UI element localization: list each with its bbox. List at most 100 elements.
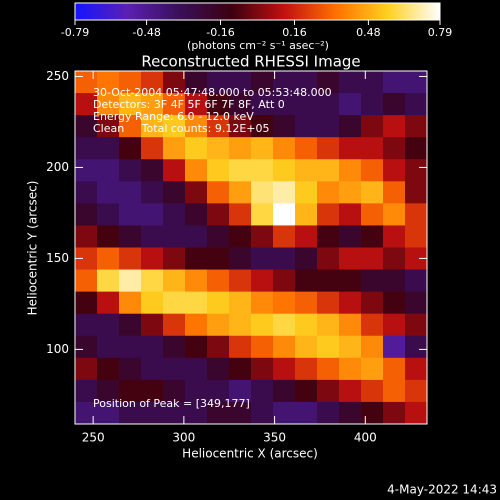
heatmap-cell xyxy=(295,269,318,293)
heatmap-cell xyxy=(361,115,384,138)
heatmap-cell xyxy=(405,71,428,94)
heatmap-cell xyxy=(405,357,428,381)
heatmap-cell xyxy=(383,247,406,271)
heatmap-cell xyxy=(119,401,142,425)
heatmap-cell xyxy=(273,71,296,94)
heatmap-cell xyxy=(339,335,362,359)
heatmap-cell xyxy=(317,247,340,271)
heatmap-cell xyxy=(207,313,230,337)
heatmap-cell xyxy=(163,401,186,425)
heatmap-cell xyxy=(119,335,142,359)
heatmap-cell xyxy=(251,181,274,204)
heatmap-cell xyxy=(75,379,98,403)
y-tick-label: 200 xyxy=(46,160,69,174)
heatmap-cell xyxy=(185,181,208,204)
heatmap-cell xyxy=(229,115,252,138)
heatmap-cell xyxy=(317,313,340,337)
heatmap-cell xyxy=(317,357,340,381)
heatmap-cell xyxy=(361,203,384,226)
heatmap-cell xyxy=(185,357,208,381)
heatmap-cell xyxy=(163,291,186,315)
heatmap-cell xyxy=(75,159,98,182)
colorbar-tick-label: -0.48 xyxy=(132,26,160,39)
x-tick-label: 300 xyxy=(172,431,195,445)
heatmap-cell xyxy=(273,225,296,248)
heatmap-cell xyxy=(383,379,406,403)
heatmap-cell xyxy=(207,181,230,204)
heatmap-cell xyxy=(185,313,208,337)
heatmap-cell xyxy=(273,313,296,337)
heatmap-cell xyxy=(75,203,98,226)
heatmap-cell xyxy=(119,313,142,337)
heatmap-cell xyxy=(295,313,318,337)
heatmap-cell xyxy=(295,379,318,403)
heatmap-cell xyxy=(185,225,208,248)
heatmap-cell xyxy=(75,93,98,116)
heatmap-cell xyxy=(383,71,406,94)
heatmap-cell xyxy=(229,313,252,337)
heatmap-cell xyxy=(273,269,296,293)
heatmap-cell xyxy=(119,247,142,271)
heatmap-cell xyxy=(339,313,362,337)
heatmap-cell xyxy=(75,247,98,271)
colorbar-tick-label: 0.16 xyxy=(282,26,307,39)
heatmap-cell xyxy=(405,159,428,182)
y-tick-label: 150 xyxy=(46,251,69,265)
heatmap-cell xyxy=(163,379,186,403)
heatmap-cell xyxy=(229,159,252,182)
heatmap-cell xyxy=(295,71,318,94)
heatmap-cell xyxy=(229,269,252,293)
heatmap-cell xyxy=(163,269,186,293)
heatmap-cell xyxy=(317,335,340,359)
heatmap-cell xyxy=(163,357,186,381)
heatmap-cell xyxy=(97,247,120,271)
heatmap-cell xyxy=(119,379,142,403)
heatmap-cell xyxy=(141,181,164,204)
heatmap-cell xyxy=(251,379,274,403)
heatmap-cell xyxy=(163,313,186,337)
heatmap-cell xyxy=(295,115,318,138)
heatmap-cell xyxy=(141,71,164,94)
heatmap-cell xyxy=(141,93,164,116)
heatmap-cell xyxy=(119,357,142,381)
heatmap-cell xyxy=(405,269,428,293)
heatmap-cell xyxy=(97,159,120,182)
heatmap-cell xyxy=(405,137,428,160)
heatmap-cell xyxy=(119,159,142,182)
heatmap-cell xyxy=(163,247,186,271)
heatmap-cell xyxy=(141,357,164,381)
colorbar-tick-label: 0.48 xyxy=(356,26,381,39)
heatmap-cell xyxy=(295,203,318,226)
heatmap-cell xyxy=(75,335,98,359)
heatmap-cell xyxy=(339,71,362,94)
heatmap-cell xyxy=(405,401,428,425)
heatmap-cell xyxy=(75,137,98,160)
heatmap-cell xyxy=(405,291,428,315)
heatmap-cell xyxy=(185,203,208,226)
heatmap-cell xyxy=(141,159,164,182)
heatmap-cell xyxy=(317,291,340,315)
heatmap-cell xyxy=(97,269,120,293)
footer: 4-May-2022 14:43 xyxy=(387,483,497,497)
colorbar-tick-label: -0.79 xyxy=(61,26,89,39)
heatmap-cell xyxy=(185,115,208,138)
heatmap-cell xyxy=(273,335,296,359)
heatmap-cell xyxy=(317,379,340,403)
heatmap-cell xyxy=(97,115,120,138)
heatmap-cell xyxy=(207,379,230,403)
heatmap-cell xyxy=(339,115,362,138)
heatmap-cell xyxy=(229,247,252,271)
heatmap-cell xyxy=(163,159,186,182)
x-tick-label: 250 xyxy=(82,431,105,445)
heatmap-cell xyxy=(273,247,296,271)
y-tick-label: 100 xyxy=(46,342,69,356)
heatmap-cell xyxy=(251,203,274,226)
heatmap-cell xyxy=(383,93,406,116)
heatmap-cell xyxy=(141,137,164,160)
heatmap-cell xyxy=(317,71,340,94)
heatmap-cell xyxy=(185,401,208,425)
colorbar-label: (photons cm⁻² s⁻¹ asec⁻²) xyxy=(187,39,329,52)
colorbar-tick-label: 0.79 xyxy=(428,26,453,39)
heatmap-cell xyxy=(361,269,384,293)
